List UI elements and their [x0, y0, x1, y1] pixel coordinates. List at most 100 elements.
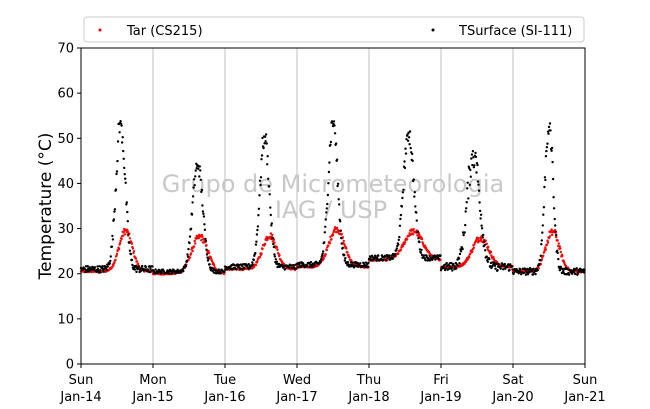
data-point	[118, 242, 122, 245]
data-point	[556, 249, 559, 252]
plot-frame	[80, 47, 586, 365]
x-tick-date: Jan-14	[59, 390, 101, 405]
data-point	[264, 133, 268, 136]
data-point	[266, 155, 269, 158]
data-point	[467, 197, 470, 200]
data-point	[160, 271, 163, 274]
data-point	[331, 233, 335, 237]
data-point	[118, 131, 121, 134]
data-point	[109, 259, 112, 263]
data-point	[524, 273, 528, 276]
data-point	[473, 164, 476, 167]
data-point	[329, 143, 332, 146]
data-point	[468, 183, 471, 186]
data-point	[466, 187, 469, 190]
data-point	[322, 250, 325, 253]
axes: 0 10 20 30 40 50 60 70 Sun Jan-14 Mon Jan-15 Tue Jan-…	[36, 42, 606, 406]
data-point	[512, 271, 516, 274]
data-point	[411, 152, 414, 156]
data-point	[401, 196, 404, 200]
data-point	[408, 143, 411, 146]
data-point	[284, 267, 287, 271]
data-point	[123, 166, 126, 170]
data-point	[261, 136, 264, 140]
data-point	[260, 154, 264, 157]
data-point	[122, 231, 125, 234]
data-point	[342, 239, 345, 243]
x-tick-day: Sat	[502, 373, 523, 388]
data-point	[274, 258, 278, 261]
data-point	[122, 149, 125, 153]
data-point	[553, 217, 556, 221]
data-point	[120, 237, 123, 241]
x-tick-day: Wed	[283, 373, 311, 388]
data-point	[561, 254, 564, 258]
data-point	[272, 245, 276, 249]
data-point	[269, 213, 272, 217]
data-point	[276, 265, 279, 269]
data-point	[469, 252, 472, 255]
data-point	[422, 254, 426, 257]
data-point	[397, 243, 400, 246]
data-point	[278, 254, 281, 257]
data-point	[552, 207, 556, 210]
data-point	[194, 175, 197, 178]
legend-label: TSurface (SI-111)	[458, 24, 572, 39]
data-point	[466, 181, 469, 184]
data-point	[474, 155, 478, 159]
data-point	[455, 267, 458, 270]
data-point	[417, 237, 420, 240]
data-point	[263, 142, 266, 145]
data-point	[413, 191, 416, 194]
data-point	[306, 264, 309, 268]
data-point	[275, 246, 279, 249]
data-point	[402, 188, 405, 191]
data-point	[337, 198, 340, 201]
data-point	[256, 259, 259, 263]
data-point	[515, 268, 518, 271]
data-point	[96, 267, 100, 271]
data-point	[465, 201, 468, 204]
data-point	[187, 247, 190, 251]
data-point	[185, 259, 189, 263]
data-point	[483, 243, 486, 247]
data-point	[148, 270, 152, 274]
data-point	[415, 219, 418, 222]
data-point	[476, 180, 480, 183]
data-point	[472, 166, 476, 169]
data-point	[527, 268, 530, 271]
data-point	[394, 252, 397, 256]
data-point	[201, 204, 204, 207]
data-point	[263, 135, 267, 138]
data-point	[542, 254, 545, 257]
data-point	[189, 227, 193, 230]
data-point	[245, 264, 249, 267]
data-point	[405, 138, 408, 141]
data-point	[193, 184, 196, 187]
data-point	[130, 258, 134, 262]
data-point	[547, 132, 550, 135]
y-tick-label: 70	[57, 42, 74, 57]
data-point	[260, 158, 263, 161]
y-tick-label: 50	[57, 132, 74, 147]
data-point	[328, 242, 332, 245]
data-point	[401, 191, 405, 194]
data-point	[397, 252, 400, 255]
y-axis-label: Temperature (°C)	[36, 133, 56, 281]
data-point	[335, 158, 339, 161]
data-point	[478, 201, 481, 204]
data-point	[484, 249, 487, 252]
data-point	[559, 250, 562, 254]
data-point	[254, 263, 258, 267]
data-point	[424, 259, 427, 262]
data-point	[478, 209, 482, 213]
data-point	[261, 247, 264, 251]
x-tick-day: Tue	[213, 373, 236, 388]
data-point	[328, 161, 331, 164]
data-point	[489, 250, 493, 254]
data-point	[375, 259, 378, 262]
data-point	[472, 156, 475, 159]
data-point	[180, 271, 183, 274]
data-point	[485, 255, 488, 258]
